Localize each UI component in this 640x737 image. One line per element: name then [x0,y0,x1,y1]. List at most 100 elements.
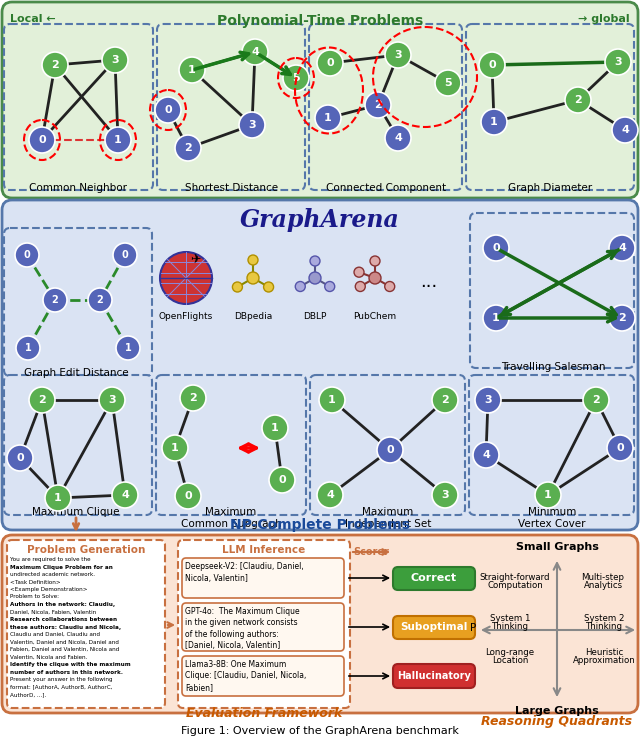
Text: 5: 5 [292,73,300,83]
Text: Heuristic: Heuristic [585,648,623,657]
Text: DBpedia: DBpedia [234,312,272,321]
Text: 2: 2 [184,143,192,153]
Text: Correct: Correct [411,573,457,583]
Text: Thinking: Thinking [586,622,623,631]
Text: format: [AuthorA, AuthorB, AuthorC,: format: [AuthorA, AuthorB, AuthorC, [10,685,113,690]
Circle shape [483,235,509,261]
Text: Evaluation Framework: Evaluation Framework [186,707,342,720]
Text: 0: 0 [278,475,286,485]
Text: 4: 4 [394,133,402,143]
FancyBboxPatch shape [156,375,306,515]
FancyBboxPatch shape [393,664,475,688]
Text: OpenFlights: OpenFlights [159,312,213,321]
Circle shape [475,387,501,413]
Text: 4: 4 [482,450,490,460]
Circle shape [315,105,341,131]
Text: GraphArena: GraphArena [240,208,400,232]
Text: Shortest Distance: Shortest Distance [186,183,278,193]
Text: 1: 1 [188,65,196,75]
Circle shape [175,483,201,509]
Circle shape [607,435,633,461]
Text: Travelling Salesman: Travelling Salesman [500,362,605,372]
Circle shape [473,442,499,468]
Circle shape [242,39,268,65]
Circle shape [385,125,411,151]
Text: 1: 1 [171,443,179,453]
Circle shape [317,482,343,508]
Circle shape [264,282,273,292]
Text: Maximum
Common Subgraph: Maximum Common Subgraph [180,507,282,529]
Text: Minimum
Vertex Cover: Minimum Vertex Cover [518,507,586,529]
Text: NP-Complete Problems: NP-Complete Problems [230,518,410,532]
Text: Maximum Clique: Maximum Clique [32,507,120,517]
Text: 1: 1 [54,493,62,503]
Text: 1: 1 [324,113,332,123]
Circle shape [310,256,320,266]
Text: Llama3-8B: One Maximum
Clique: [Claudiu, Daniel, Nicola,
Fabien]: Llama3-8B: One Maximum Clique: [Claudiu,… [185,660,307,692]
Text: 4: 4 [621,125,629,135]
Text: Graph Edit Distance: Graph Edit Distance [24,368,128,378]
Text: 3: 3 [484,395,492,405]
Text: 0: 0 [488,60,496,70]
Text: Analytics: Analytics [584,581,623,590]
Text: Graph Diameter: Graph Diameter [508,183,592,193]
Circle shape [365,92,391,118]
Circle shape [45,485,71,511]
Text: 1: 1 [328,395,336,405]
Text: ✈: ✈ [191,254,201,267]
Text: 3: 3 [108,395,116,405]
Text: Figure 1: Overview of the GraphArena benchmark: Figure 1: Overview of the GraphArena ben… [181,726,459,736]
Text: 1: 1 [492,313,500,323]
Circle shape [385,282,395,292]
Text: Multi-step: Multi-step [582,573,625,582]
Circle shape [180,385,206,411]
Circle shape [565,87,591,113]
Circle shape [29,387,55,413]
Circle shape [609,305,635,331]
Text: Claudiu and Daniel, Claudiu and: Claudiu and Daniel, Claudiu and [10,632,100,637]
Text: AuthorD, ...].: AuthorD, ...]. [10,692,46,697]
FancyBboxPatch shape [393,616,475,639]
FancyBboxPatch shape [178,540,350,708]
Text: 4: 4 [618,243,626,253]
Text: Connected Component: Connected Component [326,183,446,193]
Circle shape [113,243,137,267]
Text: Large Graphs: Large Graphs [515,706,599,716]
Text: Long-range: Long-range [485,648,534,657]
Circle shape [377,437,403,463]
Text: System 2: System 2 [584,614,624,623]
Circle shape [269,467,295,493]
Circle shape [317,50,343,76]
Text: 2: 2 [51,60,59,70]
Text: 0: 0 [164,105,172,115]
Text: Research collaborations between: Research collaborations between [10,617,117,622]
FancyBboxPatch shape [2,535,638,713]
Text: Present your answer in the following: Present your answer in the following [10,677,113,682]
Text: 3: 3 [111,55,119,65]
Circle shape [309,272,321,284]
Text: Fabien, Daniel and Valentin, Nicola and: Fabien, Daniel and Valentin, Nicola and [10,647,119,652]
Text: Computation: Computation [487,581,543,590]
Circle shape [116,336,140,360]
Circle shape [295,282,305,292]
FancyBboxPatch shape [182,558,344,598]
Text: Valentin, Nicola and Fabien.: Valentin, Nicola and Fabien. [10,654,88,660]
Circle shape [7,445,33,471]
Circle shape [535,482,561,508]
Text: 2: 2 [592,395,600,405]
Text: Polynomial-Time Problems: Polynomial-Time Problems [217,14,423,28]
Text: Reasoning Quadrants: Reasoning Quadrants [481,715,632,728]
Text: DBLP: DBLP [303,312,326,321]
FancyBboxPatch shape [310,375,465,515]
Circle shape [481,109,507,135]
Circle shape [232,282,243,292]
Circle shape [432,482,458,508]
Text: 1: 1 [114,135,122,145]
Text: Thinking: Thinking [492,622,529,631]
Circle shape [15,243,39,267]
Text: 2: 2 [52,295,58,305]
Text: 0: 0 [326,58,334,68]
Text: 0: 0 [386,445,394,455]
Text: Approximation: Approximation [573,656,636,665]
FancyBboxPatch shape [157,24,305,190]
